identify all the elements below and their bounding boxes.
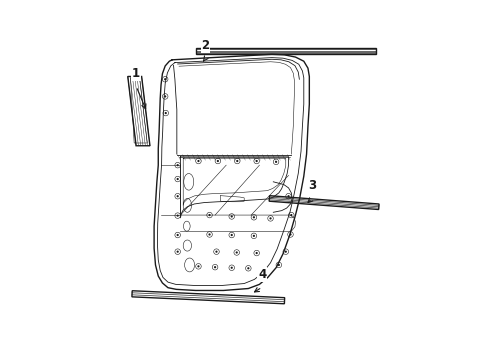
- Polygon shape: [269, 196, 379, 210]
- Circle shape: [256, 160, 258, 162]
- Circle shape: [176, 234, 179, 236]
- Circle shape: [208, 233, 211, 235]
- Circle shape: [231, 215, 233, 217]
- Circle shape: [197, 160, 199, 162]
- Circle shape: [176, 251, 179, 253]
- Polygon shape: [128, 76, 150, 146]
- Text: 1: 1: [132, 67, 140, 80]
- Circle shape: [216, 251, 218, 253]
- Circle shape: [256, 252, 258, 254]
- Circle shape: [285, 251, 287, 253]
- Circle shape: [253, 216, 255, 219]
- Circle shape: [275, 161, 277, 163]
- Polygon shape: [196, 48, 376, 54]
- Circle shape: [176, 178, 179, 180]
- Circle shape: [247, 267, 249, 269]
- Circle shape: [208, 214, 211, 216]
- Circle shape: [164, 78, 166, 80]
- Circle shape: [288, 195, 290, 197]
- Circle shape: [231, 267, 233, 269]
- Circle shape: [270, 217, 271, 220]
- Circle shape: [176, 195, 179, 197]
- Circle shape: [290, 214, 293, 216]
- Polygon shape: [132, 291, 285, 304]
- Text: 4: 4: [258, 268, 267, 281]
- Circle shape: [214, 266, 216, 268]
- Circle shape: [236, 160, 238, 162]
- Circle shape: [164, 95, 166, 98]
- Circle shape: [176, 215, 179, 217]
- Circle shape: [278, 264, 280, 266]
- Circle shape: [165, 112, 167, 114]
- Circle shape: [197, 265, 199, 267]
- Text: 2: 2: [201, 39, 209, 52]
- Circle shape: [253, 235, 255, 237]
- Text: 3: 3: [308, 179, 316, 192]
- Circle shape: [236, 251, 238, 253]
- Circle shape: [231, 234, 233, 236]
- Circle shape: [176, 164, 179, 166]
- Circle shape: [217, 160, 219, 162]
- Circle shape: [290, 233, 292, 235]
